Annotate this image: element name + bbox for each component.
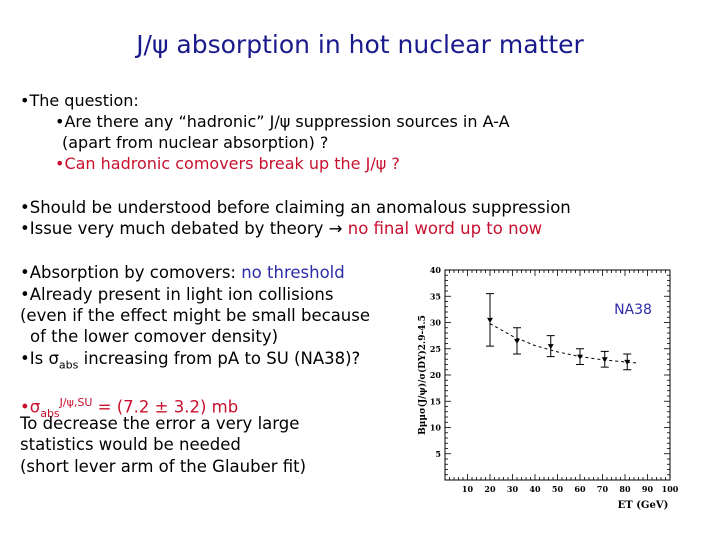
bullet: • [20,263,30,282]
comover-3-suffix: increasing from pA to SU (NA38)? [78,349,361,368]
bullet: • [20,285,30,304]
y-axis-label: Bμμσ(J/ψ)/σ(DY)2.9-4.5 [417,315,428,435]
y-tick-label: 40 [430,265,442,275]
bullet: • [20,219,30,238]
question-header: •The question: [20,90,139,111]
bullet: • [20,397,30,417]
bullet: • [20,198,30,217]
sigma-symbol: σ [48,349,59,368]
fit-curve [489,323,637,364]
question-header-text: The question: [29,91,139,110]
na38-chart: 10 20 30 40 50 60 70 80 90 100 5 10 15 20 25 30 35 40 Bμμσ… [417,265,679,511]
x-tick-label: 40 [529,484,541,494]
data-point [547,344,554,350]
sigma-result: •σabsJ/ψ,SU = (7.2 ± 3.2) mb [20,392,238,424]
x-tick-label: 30 [507,484,519,494]
comover-1-highlight: no threshold [241,263,345,282]
comover-1-text: Absorption by comovers: [29,263,242,282]
question-2-text: Can hadronic comovers break up the J/ψ ? [64,154,400,173]
sigma-subscript: abs [40,406,60,420]
slide-title: J/ψ absorption in hot nuclear matter [136,30,584,59]
x-tick-label: 10 [462,484,474,494]
conclusion-line-2: statistics would be needed [20,435,241,454]
chart-annotation: NA38 [614,302,652,318]
x-tick-label: 70 [597,484,609,494]
y-tick-label: 35 [430,291,441,301]
sigma-subscript: abs [58,358,79,372]
comover-2: •Already present in light ion collisions [20,284,333,305]
data-point [601,357,608,363]
arrow-icon: → [328,219,343,238]
sigma-value: = (7.2 ± 3.2) mb [92,397,239,417]
y-tick-label: 5 [435,449,441,459]
statement-2-text: Issue very much debated by theory [29,219,329,238]
question-1-text: Are there any “hadronic” J/ψ suppression… [64,112,510,131]
data-point [514,338,520,344]
conclusion-line-1: To decrease the error a very large [20,414,300,433]
bullet: • [20,349,30,368]
statement-1: •Should be understood before claiming an… [20,197,571,218]
statement-2: •Issue very much debated by theory → no … [20,218,542,239]
y-tick-label: 15 [430,396,441,406]
comover-3-prefix: Is [29,349,49,368]
comover-3: •Is σabs increasing from pA to SU (NA38)… [20,348,360,375]
y-tick-label: 10 [430,423,442,433]
sigma-superscript: J/ψ,SU [59,396,93,409]
data-point [577,354,583,360]
bullet: • [20,91,30,110]
x-tick-label: 90 [642,484,654,494]
x-tick-label: 50 [552,484,564,494]
x-tick-label: 20 [484,484,496,494]
bullet: • [55,112,65,131]
x-tick-label: 100 [662,484,679,494]
data-point [487,317,493,323]
comover-2-text: Already present in light ion collisions [29,285,334,304]
comover-2-line-2: (even if the effect might be small becau… [20,306,371,325]
question-2: •Can hadronic comovers break up the J/ψ … [55,153,400,174]
x-axis-label: ET (GeV) [618,500,669,511]
data-point [624,359,631,365]
bullet: • [55,154,65,173]
comover-2-line-3: of the lower comover density) [30,327,279,346]
y-tick-label: 30 [430,318,442,328]
conclusion-line-3: (short lever arm of the Glauber fit) [20,457,307,476]
sigma-symbol: σ [29,397,41,417]
y-tick-label: 25 [430,344,441,354]
statement-1-text: Should be understood before claiming an … [29,198,571,217]
x-tick-label: 80 [619,484,631,494]
comover-1: •Absorption by comovers: no threshold [20,262,345,283]
question-1-line-2: (apart from nuclear absorption) ? [62,133,329,152]
statement-2-highlight: no final word up to now [342,219,543,238]
x-tick-label: 60 [574,484,586,494]
y-tick-label: 20 [430,370,442,380]
question-1: •Are there any “hadronic” J/ψ suppressio… [55,111,510,132]
